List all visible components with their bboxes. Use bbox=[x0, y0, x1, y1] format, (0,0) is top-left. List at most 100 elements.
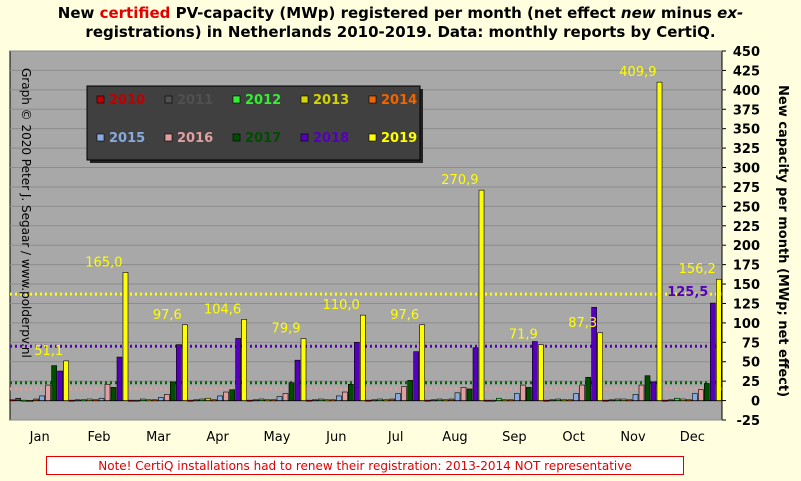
bar bbox=[561, 399, 567, 402]
bar bbox=[330, 399, 336, 402]
bar bbox=[514, 393, 520, 401]
title-text: PV-capacity (MWp) registered per month (… bbox=[170, 4, 621, 22]
bar bbox=[342, 391, 348, 401]
bar bbox=[306, 399, 312, 402]
y-tick-label: 225 bbox=[733, 220, 760, 235]
data-label-2019: 51,1 bbox=[34, 344, 63, 359]
bar bbox=[692, 393, 698, 401]
bar bbox=[27, 400, 33, 402]
bar bbox=[520, 384, 526, 401]
bar bbox=[288, 382, 295, 401]
y-tick-label: -25 bbox=[737, 414, 761, 429]
bar bbox=[656, 81, 663, 401]
bar bbox=[436, 398, 443, 401]
bar bbox=[448, 398, 455, 401]
y-tick-label: 275 bbox=[733, 181, 760, 196]
data-label-2019: 79,9 bbox=[272, 322, 301, 337]
data-label-2019: 409,9 bbox=[619, 65, 656, 80]
x-tick-label: Oct bbox=[562, 430, 584, 445]
bar bbox=[502, 399, 508, 402]
data-label-2019: 104,6 bbox=[204, 302, 241, 317]
bar bbox=[413, 351, 419, 401]
legend-label: 2011 bbox=[177, 93, 213, 108]
bar bbox=[466, 388, 473, 401]
y-axis-label: New capacity per month (MWp; net effect) bbox=[775, 85, 790, 397]
bar bbox=[543, 399, 549, 402]
bar bbox=[371, 399, 377, 402]
legend-swatch bbox=[164, 133, 173, 142]
x-tick-label: Jan bbox=[29, 430, 50, 445]
data-label-2019: 71,9 bbox=[509, 328, 538, 343]
bar bbox=[650, 381, 657, 401]
bar bbox=[270, 399, 277, 402]
y-tick-label: 25 bbox=[742, 375, 760, 390]
bar bbox=[419, 324, 425, 401]
legend-label: 2015 bbox=[109, 131, 145, 146]
credit-text: Graph © 2020 Peter J. Segaar / www.polde… bbox=[19, 68, 33, 358]
legend-label: 2013 bbox=[313, 93, 349, 108]
bar bbox=[134, 399, 140, 402]
bar bbox=[591, 307, 597, 401]
bar bbox=[223, 391, 229, 401]
bar bbox=[395, 393, 401, 401]
legend-label: 2016 bbox=[177, 131, 213, 146]
bar bbox=[170, 381, 176, 401]
bar bbox=[104, 383, 111, 401]
bar bbox=[579, 384, 585, 401]
bar bbox=[680, 398, 686, 401]
y-tick-label: 175 bbox=[733, 259, 760, 274]
bar bbox=[39, 395, 45, 401]
bar bbox=[389, 398, 395, 401]
bar bbox=[710, 302, 716, 401]
x-tick-label: Sep bbox=[502, 430, 527, 445]
title-ex: ex- bbox=[717, 4, 744, 22]
bar bbox=[614, 398, 621, 401]
bar bbox=[538, 344, 544, 401]
legend-label: 2018 bbox=[313, 131, 349, 146]
data-label-2019: 110,0 bbox=[323, 298, 360, 313]
bar bbox=[401, 386, 407, 401]
bar bbox=[526, 387, 532, 401]
bar bbox=[686, 399, 692, 402]
bar bbox=[140, 398, 146, 401]
title-text: New bbox=[57, 4, 100, 22]
bar bbox=[674, 397, 680, 401]
bar bbox=[300, 338, 307, 401]
bar bbox=[454, 392, 461, 401]
bar bbox=[15, 397, 21, 401]
legend-label: 2014 bbox=[381, 93, 417, 108]
bar bbox=[549, 399, 555, 402]
bar bbox=[68, 399, 75, 402]
bar bbox=[176, 344, 182, 401]
chart-title: New certified PV-capacity (MWp) register… bbox=[0, 4, 801, 42]
x-tick-label: May bbox=[264, 430, 291, 445]
legend-swatch bbox=[300, 133, 309, 142]
y-tick-label: 75 bbox=[742, 336, 760, 351]
x-tick-label: Apr bbox=[206, 430, 229, 445]
bar bbox=[9, 399, 15, 402]
bar bbox=[377, 398, 383, 401]
legend-swatch bbox=[96, 95, 105, 104]
data-label-2019: 156,2 bbox=[679, 262, 716, 277]
note-box: Note! CertiQ installations had to renew … bbox=[46, 456, 684, 475]
bar bbox=[217, 395, 223, 401]
bar bbox=[45, 384, 51, 401]
bar bbox=[199, 398, 205, 401]
data-label-2019: 97,6 bbox=[390, 308, 419, 323]
bar bbox=[407, 380, 413, 401]
bar bbox=[158, 397, 164, 401]
x-tick-label: Nov bbox=[620, 430, 646, 445]
y-tick-label: 375 bbox=[733, 103, 760, 118]
bar bbox=[348, 383, 354, 401]
y-tick-label: 150 bbox=[733, 278, 760, 293]
bar bbox=[86, 398, 93, 401]
title-new: new bbox=[620, 4, 656, 22]
bar bbox=[252, 399, 259, 402]
data-label-2019: 97,6 bbox=[153, 308, 182, 323]
title-text: minus bbox=[655, 4, 718, 22]
y-tick-label: 425 bbox=[733, 64, 760, 79]
bar bbox=[312, 399, 318, 402]
legend-label: 2012 bbox=[245, 93, 281, 108]
x-tick-label: Jul bbox=[387, 430, 404, 445]
